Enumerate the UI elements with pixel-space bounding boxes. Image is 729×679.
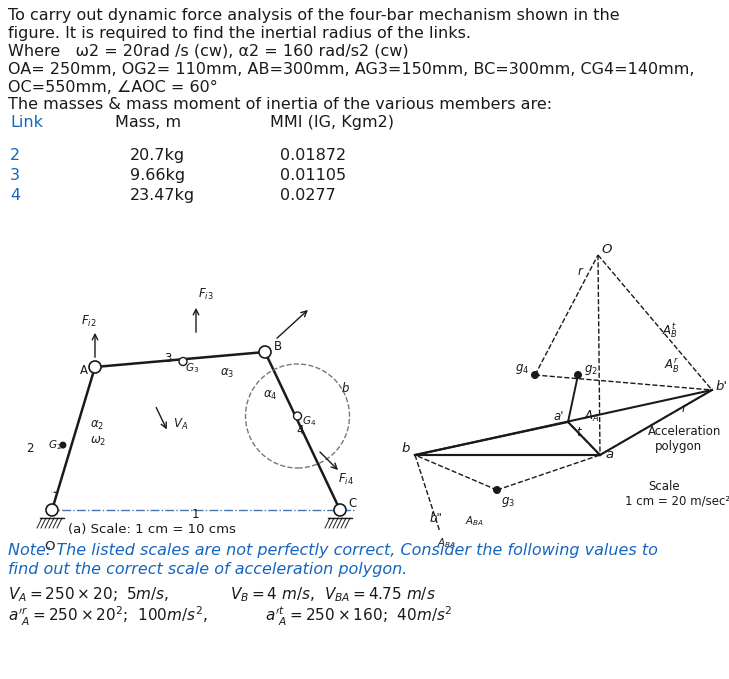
Text: $\alpha_2$: $\alpha_2$ <box>90 419 104 432</box>
Text: C: C <box>348 497 356 510</box>
Circle shape <box>531 371 539 379</box>
Text: O: O <box>44 540 55 553</box>
Text: $F_{i3}$: $F_{i3}$ <box>198 287 214 302</box>
Text: 3: 3 <box>10 168 20 183</box>
Text: $F_{i4}$: $F_{i4}$ <box>338 472 354 487</box>
Text: b': b' <box>716 380 728 393</box>
Text: 0.01872: 0.01872 <box>280 148 346 163</box>
Text: $\alpha_3$: $\alpha_3$ <box>220 367 234 380</box>
Text: A: A <box>80 363 88 376</box>
Text: $G_3$: $G_3$ <box>185 361 199 375</box>
Text: $a'^{t}_{A} = 250\times160$;  $40m/s^2$: $a'^{t}_{A} = 250\times160$; $40m/s^2$ <box>265 605 453 628</box>
Text: 2: 2 <box>26 441 34 454</box>
Text: Link: Link <box>10 115 43 130</box>
Text: Where   ω2 = 20rad /s (cw), α2 = 160 rad/s2 (cw): Where ω2 = 20rad /s (cw), α2 = 160 rad/s… <box>8 44 409 59</box>
Text: polygon: polygon <box>655 440 702 453</box>
Text: r: r <box>682 402 687 415</box>
Text: Scale: Scale <box>648 480 679 493</box>
Text: Note: The listed scales are not perfectly correct, Consider the following values: Note: The listed scales are not perfectl… <box>8 543 658 558</box>
Circle shape <box>89 361 101 373</box>
Text: b: b <box>402 442 410 455</box>
Text: 1 cm = 20 m/sec²: 1 cm = 20 m/sec² <box>625 495 729 508</box>
Text: Acceleration: Acceleration <box>648 425 722 438</box>
Text: 9.66kg: 9.66kg <box>130 168 185 183</box>
Text: $g_3$: $g_3$ <box>501 495 515 509</box>
Circle shape <box>259 346 271 358</box>
Text: 1: 1 <box>191 509 199 521</box>
Text: 2: 2 <box>10 148 20 163</box>
Text: 3: 3 <box>164 352 172 365</box>
Text: 4: 4 <box>296 424 304 437</box>
Text: 23.47kg: 23.47kg <box>130 188 195 203</box>
Text: To carry out dynamic force analysis of the four-bar mechanism shown in the: To carry out dynamic force analysis of t… <box>8 8 620 23</box>
Circle shape <box>46 504 58 516</box>
Text: $A^r_B$: $A^r_B$ <box>664 356 680 373</box>
Text: find out the correct scale of acceleration polygon.: find out the correct scale of accelerati… <box>8 562 408 577</box>
Text: The masses & mass moment of inertia of the various members are:: The masses & mass moment of inertia of t… <box>8 97 552 112</box>
Text: a': a' <box>554 410 564 423</box>
Circle shape <box>334 504 346 516</box>
Circle shape <box>493 486 501 494</box>
Text: $A_{BA}$: $A_{BA}$ <box>465 514 484 528</box>
Text: $g_2$: $g_2$ <box>584 363 598 377</box>
Text: $G_2$: $G_2$ <box>48 438 62 452</box>
Text: figure. It is required to find the inertial radius of the links.: figure. It is required to find the inert… <box>8 26 471 41</box>
Text: 4: 4 <box>10 188 20 203</box>
Circle shape <box>60 441 66 449</box>
Circle shape <box>294 412 302 420</box>
Text: MMI (IG, Kgm2): MMI (IG, Kgm2) <box>270 115 394 130</box>
Text: B: B <box>274 340 282 354</box>
Circle shape <box>179 358 187 365</box>
Text: a: a <box>605 448 613 461</box>
Text: OA= 250mm, OG2= 110mm, AB=300mm, AG3=150mm, BC=300mm, CG4=140mm,: OA= 250mm, OG2= 110mm, AB=300mm, AG3=150… <box>8 62 695 77</box>
Text: 0.01105: 0.01105 <box>280 168 346 183</box>
Text: Mass, m: Mass, m <box>115 115 181 130</box>
Text: $g_4$: $g_4$ <box>515 362 529 376</box>
Text: O: O <box>601 243 612 256</box>
Text: $V_A = 250\times20$;  $5m/s$,: $V_A = 250\times20$; $5m/s$, <box>8 585 169 604</box>
Text: $A^t_B$: $A^t_B$ <box>662 322 678 341</box>
Text: $F_{i2}$: $F_{i2}$ <box>81 314 96 329</box>
Text: $V_B = 4\ m/s$,  $V_{BA} = 4.75\ m/s$: $V_B = 4\ m/s$, $V_{BA} = 4.75\ m/s$ <box>230 585 436 604</box>
Text: OC=550mm, ∠AOC = 60°: OC=550mm, ∠AOC = 60° <box>8 80 218 95</box>
Text: $A_{BA}$: $A_{BA}$ <box>437 536 456 550</box>
Text: t: t <box>576 426 580 439</box>
Text: $G_4$: $G_4$ <box>303 414 316 428</box>
Text: r: r <box>578 265 583 278</box>
Text: b": b" <box>430 512 443 525</box>
Text: $\alpha_4$: $\alpha_4$ <box>263 389 278 402</box>
Circle shape <box>574 371 582 379</box>
Text: $a'^{r}_{A} = 250\times20^2$;  $100m/s^2$,: $a'^{r}_{A} = 250\times20^2$; $100m/s^2$… <box>8 605 208 628</box>
Text: $\omega_2$: $\omega_2$ <box>90 435 106 448</box>
Text: 0.0277: 0.0277 <box>280 188 336 203</box>
Text: $A_A$: $A_A$ <box>584 409 600 424</box>
Text: (a) Scale: 1 cm = 10 cms: (a) Scale: 1 cm = 10 cms <box>68 523 236 536</box>
Text: 20.7kg: 20.7kg <box>130 148 185 163</box>
Text: b: b <box>342 382 349 395</box>
Text: $V_A$: $V_A$ <box>173 417 188 432</box>
